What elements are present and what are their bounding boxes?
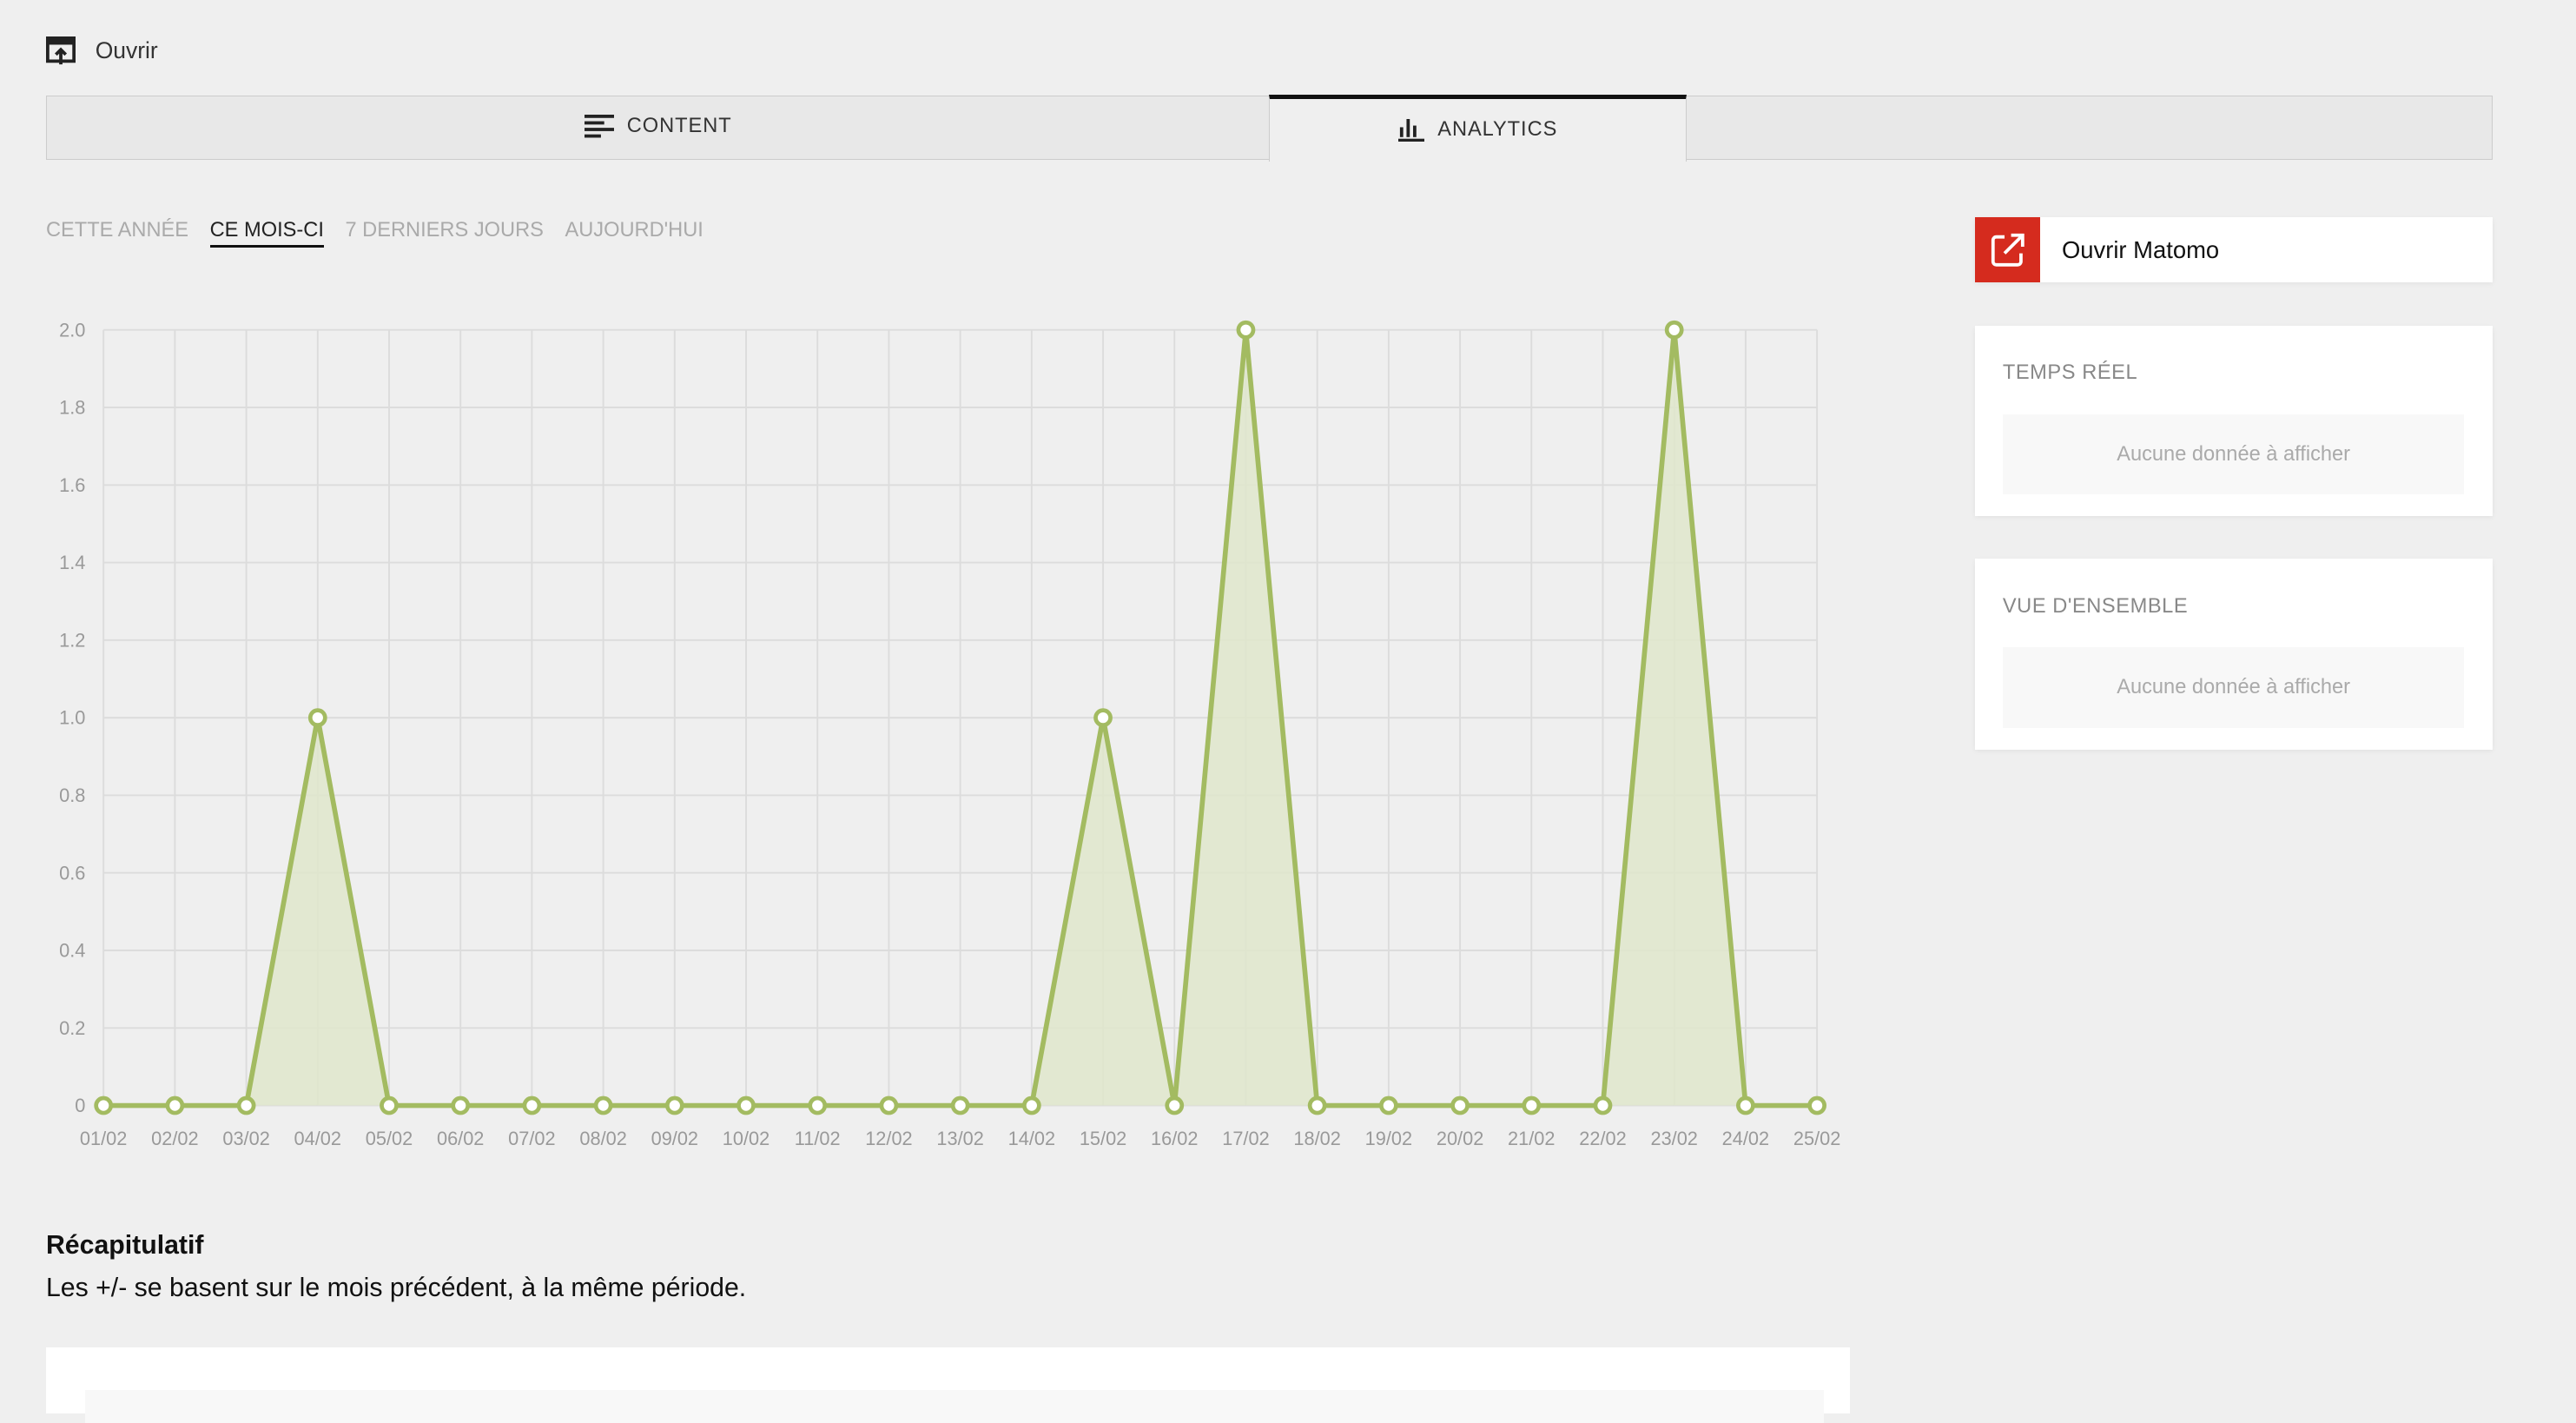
x-tick-label: 13/02: [936, 1128, 983, 1149]
overview-card: VUE D'ENSEMBLE Aucune donnée à afficher: [1974, 559, 2493, 750]
tab-analytics[interactable]: ANALYTICS: [1269, 94, 1687, 162]
recap-subtitle: Les +/- se basent sur le mois précédent,…: [45, 1273, 747, 1302]
y-tick-label: 1.0: [59, 707, 85, 729]
x-tick-label: 08/02: [579, 1128, 626, 1149]
x-tick-label: 19/02: [1365, 1128, 1412, 1149]
open-matomo-label: Ouvrir Matomo: [2061, 235, 2220, 263]
x-tick-label: 10/02: [723, 1128, 769, 1149]
open-matomo-button[interactable]: Ouvrir Matomo: [1974, 216, 2493, 283]
data-point: [1807, 1096, 1826, 1115]
tab-analytics-label: ANALYTICS: [1437, 118, 1558, 142]
y-tick-label: 1.8: [59, 397, 85, 419]
y-tick-label: 0.6: [59, 863, 85, 884]
x-tick-label: 11/02: [795, 1128, 841, 1149]
data-point: [1307, 1096, 1327, 1115]
y-tick-label: 1.2: [59, 630, 85, 652]
period-last-7-days[interactable]: 7 DERNIERS JOURS: [345, 218, 544, 242]
realtime-empty: Aucune donnée à afficher: [2002, 414, 2465, 495]
x-tick-label: 04/02: [294, 1128, 341, 1149]
x-tick-label: 23/02: [1650, 1128, 1697, 1149]
x-tick-label: 18/02: [1293, 1128, 1340, 1149]
open-label: Ouvrir: [95, 37, 158, 64]
period-this-year[interactable]: CETTE ANNÉE: [45, 218, 189, 242]
y-tick-label: 0: [75, 1095, 85, 1117]
data-point: [808, 1096, 828, 1115]
data-point: [1378, 1096, 1398, 1115]
realtime-title: TEMPS RÉEL: [2002, 361, 2138, 385]
data-point: [950, 1096, 970, 1115]
data-point: [522, 1096, 542, 1115]
bar-chart-icon: [1397, 118, 1425, 142]
x-tick-label: 07/02: [508, 1128, 555, 1149]
data-point: [165, 1096, 185, 1115]
y-tick-label: 2.0: [59, 320, 85, 341]
tab-content-label: CONTENT: [626, 115, 732, 138]
x-tick-label: 25/02: [1793, 1128, 1840, 1149]
y-tick-label: 0.2: [59, 1017, 85, 1039]
data-point: [1664, 321, 1684, 341]
x-tick-label: 16/02: [1151, 1128, 1198, 1149]
realtime-card: TEMPS RÉEL Aucune donnée à afficher: [1974, 325, 2493, 516]
align-left-icon: [584, 115, 614, 138]
data-point: [1093, 708, 1113, 728]
overview-title: VUE D'ENSEMBLE: [2002, 594, 2189, 618]
period-selector: CETTE ANNÉE CE MOIS-CI 7 DERNIERS JOURS …: [46, 219, 703, 248]
data-point: [664, 1096, 684, 1115]
data-point: [879, 1096, 899, 1115]
x-tick-label: 12/02: [865, 1128, 912, 1149]
x-tick-label: 03/02: [222, 1128, 269, 1149]
x-tick-label: 05/02: [366, 1128, 413, 1149]
x-tick-label: 06/02: [437, 1128, 484, 1149]
external-link-icon: [1991, 233, 2024, 267]
x-tick-label: 01/02: [80, 1128, 127, 1149]
x-tick-label: 17/02: [1222, 1128, 1269, 1149]
tab-bar: CONTENT ANALYTICS: [45, 94, 2493, 162]
x-tick-label: 21/02: [1508, 1128, 1555, 1149]
y-tick-label: 0.8: [59, 784, 85, 806]
period-today[interactable]: AUJOURD'HUI: [565, 218, 703, 242]
y-tick-label: 1.4: [59, 553, 85, 574]
period-this-month[interactable]: CE MOIS-CI: [209, 219, 324, 248]
open-button[interactable]: Ouvrir: [45, 36, 158, 66]
x-tick-label: 15/02: [1080, 1128, 1126, 1149]
data-point: [1021, 1096, 1041, 1115]
recap-title: Récapitulatif: [45, 1230, 204, 1260]
data-point: [236, 1096, 256, 1115]
data-point: [1593, 1096, 1613, 1115]
x-tick-label: 22/02: [1579, 1128, 1626, 1149]
data-point: [307, 708, 327, 728]
x-tick-label: 14/02: [1008, 1128, 1055, 1149]
data-point: [451, 1096, 471, 1115]
data-point: [1236, 321, 1256, 341]
data-point: [1165, 1096, 1185, 1115]
recap-card: [45, 1347, 1850, 1423]
data-point: [380, 1096, 399, 1115]
data-point: [1450, 1096, 1470, 1115]
x-tick-label: 02/02: [151, 1128, 198, 1149]
y-tick-label: 1.6: [59, 474, 85, 496]
data-point: [736, 1096, 756, 1115]
data-point: [94, 1096, 114, 1115]
series-area: [103, 330, 1818, 1107]
x-tick-label: 09/02: [651, 1128, 698, 1149]
visits-chart: 0 0.2 0.4 0.6 0.8 1.0 1.2 1.4 1.6 1.8 2.0 01/02 02/0…: [59, 320, 1840, 1150]
x-tick-label: 20/02: [1437, 1128, 1483, 1149]
data-point: [1522, 1096, 1542, 1115]
data-point: [593, 1096, 613, 1115]
y-tick-label: 0.4: [59, 940, 85, 962]
tab-content[interactable]: CONTENT: [47, 95, 1269, 159]
x-tick-label: 24/02: [1722, 1128, 1769, 1149]
open-icon: [45, 36, 76, 64]
data-point: [1736, 1096, 1755, 1115]
overview-empty: Aucune donnée à afficher: [2002, 647, 2465, 728]
